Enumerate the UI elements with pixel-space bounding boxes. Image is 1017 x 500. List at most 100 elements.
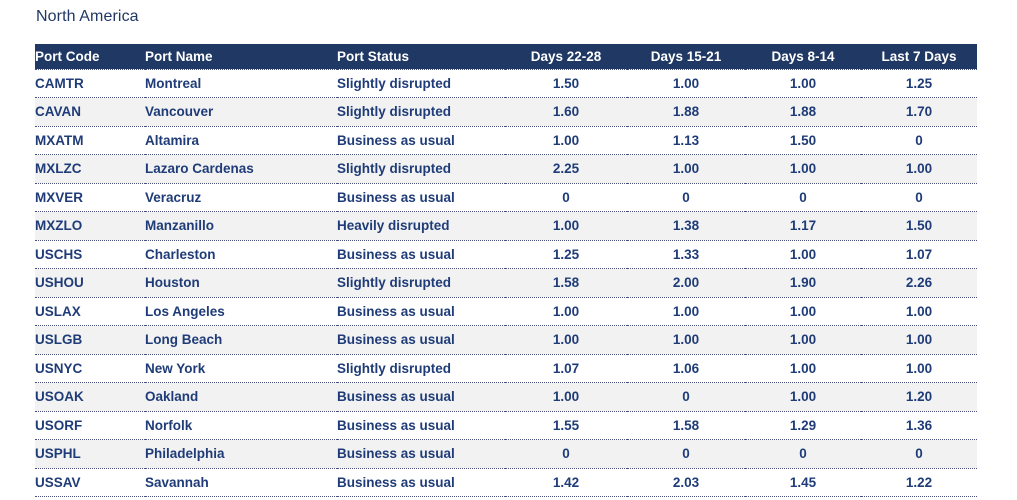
table-row: MXZLO Manzanillo Heavily disrupted 1.00 1.38…: [35, 211, 977, 240]
cell-status: Slightly disrupted: [337, 360, 452, 376]
cell-name: Los Angeles: [145, 303, 225, 319]
cell-name: New York: [145, 360, 206, 376]
cell-code: USPHL: [35, 446, 81, 462]
cell-last7: 0: [915, 132, 923, 148]
cell-status: Slightly disrupted: [337, 161, 452, 177]
table-row: USORF Norfolk Business as usual 1.55 1.58 1.2…: [35, 411, 977, 440]
table-row: USLGB Long Beach Business as usual 1.00 1.00…: [35, 325, 977, 354]
cell-d8-14: 0: [799, 189, 807, 205]
cell-d15-21: 0: [682, 446, 690, 462]
cell-d15-21: 1.00: [672, 303, 700, 319]
cell-name: Lazaro Cardenas: [145, 161, 254, 177]
cell-d8-14: 1.00: [789, 161, 817, 177]
cell-last7: 1.20: [905, 389, 933, 405]
table-header: Port Code Port Name Port Status Days 22-…: [35, 44, 977, 69]
cell-d22-28: 1.25: [552, 246, 580, 262]
table-row: MXATM Altamira Business as usual 1.00 1.13 1.…: [35, 126, 977, 155]
cell-last7: 1.00: [905, 360, 933, 376]
cell-d15-21: 1.58: [672, 417, 700, 433]
table-row: USCHS Charleston Business as usual 1.25 1.33…: [35, 240, 977, 269]
cell-d15-21: 0: [682, 389, 690, 405]
column-header-port-code: Port Code: [35, 48, 100, 64]
cell-name: Altamira: [145, 132, 200, 148]
cell-status: Slightly disrupted: [337, 104, 452, 120]
cell-name: Charleston: [145, 246, 216, 262]
table-body: CAMTR Montreal Slightly disrupted 1.50 1.00 1…: [35, 69, 977, 497]
cell-code: USSAV: [35, 474, 81, 490]
cell-status: Business as usual: [337, 132, 455, 148]
cell-d15-21: 1.13: [672, 132, 700, 148]
cell-d22-28: 0: [562, 189, 570, 205]
cell-last7: 1.00: [905, 332, 933, 348]
cell-code: MXZLO: [35, 218, 83, 234]
cell-last7: 1.00: [905, 161, 933, 177]
cell-d22-28: 1.50: [552, 75, 580, 91]
cell-d15-21: 1.38: [672, 218, 700, 234]
column-header-port-status: Port Status: [337, 48, 410, 64]
cell-status: Business as usual: [337, 417, 455, 433]
cell-d22-28: 1.00: [552, 132, 580, 148]
table-row: USPHL Philadelphia Business as usual 0 0 0 0: [35, 439, 977, 468]
cell-d22-28: 2.25: [552, 161, 580, 177]
cell-d8-14: 1.00: [789, 332, 817, 348]
column-header-days-22-28: Days 22-28: [530, 48, 602, 64]
cell-status: Slightly disrupted: [337, 275, 452, 291]
cell-last7: 1.50: [905, 218, 933, 234]
table-row: USOAK Oakland Business as usual 1.00 0 1.00 1.…: [35, 382, 977, 411]
cell-d15-21: 1.00: [672, 332, 700, 348]
cell-status: Business as usual: [337, 446, 455, 462]
cell-d15-21: 0: [682, 189, 690, 205]
cell-d8-14: 1.00: [789, 303, 817, 319]
cell-name: Norfolk: [145, 417, 193, 433]
cell-d22-28: 1.00: [552, 389, 580, 405]
cell-d8-14: 1.29: [789, 417, 817, 433]
cell-d8-14: 0: [799, 446, 807, 462]
cell-d8-14: 1.17: [789, 218, 817, 234]
cell-name: Vancouver: [145, 104, 214, 120]
table-row: MXVER Veracruz Business as usual 0 0 0 0: [35, 183, 977, 212]
cell-code: USOAK: [35, 389, 84, 405]
cell-d15-21: 1.33: [672, 246, 700, 262]
cell-status: Business as usual: [337, 303, 455, 319]
cell-status: Business as usual: [337, 332, 455, 348]
cell-status: Heavily disrupted: [337, 218, 450, 234]
cell-d15-21: 1.06: [672, 360, 700, 376]
cell-code: USHOU: [35, 275, 84, 291]
cell-code: USNYC: [35, 360, 83, 376]
cell-code: MXATM: [35, 132, 84, 148]
cell-code: USLGB: [35, 332, 83, 348]
column-header-last-7-days: Last 7 Days: [881, 48, 957, 64]
cell-d22-28: 1.00: [552, 218, 580, 234]
page-title: North America: [36, 8, 139, 25]
cell-last7: 1.00: [905, 303, 933, 319]
table-row: CAVAN Vancouver Slightly disrupted 1.60 1.88…: [35, 97, 977, 126]
cell-name: Veracruz: [145, 189, 202, 205]
cell-name: Houston: [145, 275, 200, 291]
cell-code: CAVAN: [35, 104, 81, 120]
cell-name: Manzanillo: [145, 218, 215, 234]
column-header-port-name: Port Name: [145, 48, 213, 64]
table-row: MXLZC Lazaro Cardenas Slightly disrupted 2.…: [35, 154, 977, 183]
cell-last7: 2.26: [905, 275, 933, 291]
cell-code: USCHS: [35, 246, 83, 262]
cell-d22-28: 0: [562, 446, 570, 462]
cell-code: USORF: [35, 417, 83, 433]
cell-last7: 1.22: [905, 474, 933, 490]
table-row: USLAX Los Angeles Business as usual 1.00 1.0…: [35, 297, 977, 326]
cell-code: MXLZC: [35, 161, 82, 177]
cell-d15-21: 1.88: [672, 104, 700, 120]
cell-status: Slightly disrupted: [337, 75, 452, 91]
cell-name: Oakland: [145, 389, 199, 405]
cell-d22-28: 1.00: [552, 332, 580, 348]
cell-d8-14: 1.90: [789, 275, 817, 291]
cell-d22-28: 1.42: [552, 474, 580, 490]
cell-code: CAMTR: [35, 75, 84, 91]
cell-name: Montreal: [145, 75, 202, 91]
ports-table: Port Code Port Name Port Status Days 22-…: [35, 44, 977, 497]
cell-d22-28: 1.55: [552, 417, 580, 433]
cell-name: Long Beach: [145, 332, 223, 348]
column-header-days-8-14: Days 8-14: [771, 48, 835, 64]
header-row: Port Code Port Name Port Status Days 22-…: [35, 44, 977, 69]
cell-d8-14: 1.00: [789, 389, 817, 405]
cell-last7: 1.36: [905, 417, 933, 433]
